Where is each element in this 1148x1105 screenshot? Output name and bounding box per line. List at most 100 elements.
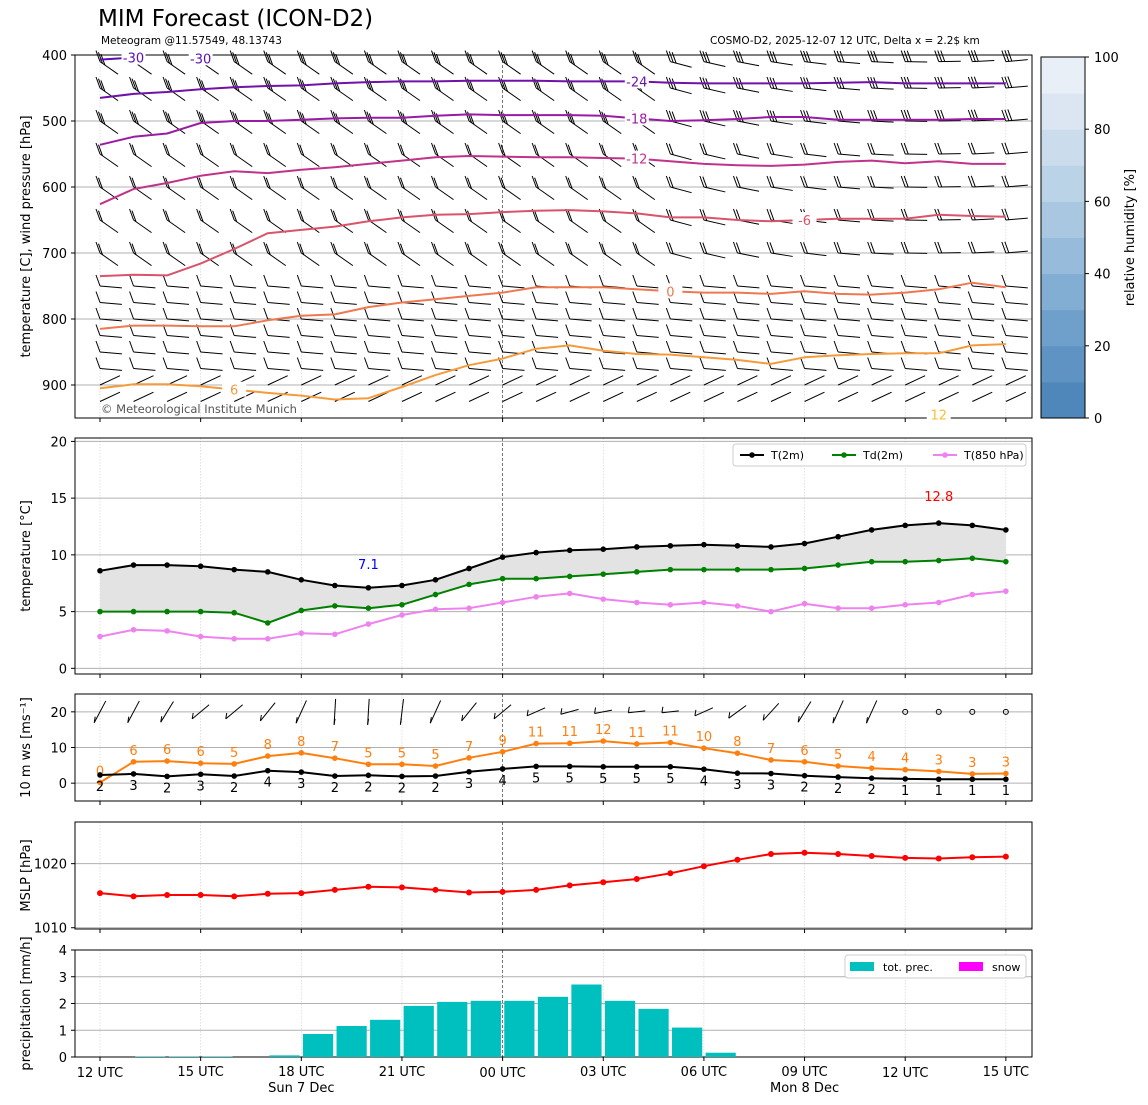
- data-point: [868, 775, 875, 781]
- barb-shaft: [502, 375, 523, 386]
- barb-flag: [363, 357, 369, 369]
- barb-flag: [833, 340, 839, 353]
- wind-barb-icon: [665, 175, 692, 194]
- barb-shaft: [468, 120, 488, 135]
- isotherm-label-bg: [121, 49, 146, 65]
- barb-shaft: [670, 335, 693, 338]
- barb-shaft: [334, 186, 354, 201]
- barb-flag: [229, 241, 235, 254]
- data-point: [399, 761, 405, 768]
- wind-barb-icon: [498, 324, 525, 338]
- wind-barb-icon: [435, 375, 456, 386]
- barb-shaft: [670, 351, 693, 355]
- barb-flag: [970, 50, 976, 62]
- barb-flag: [366, 210, 372, 222]
- barb-flag: [567, 144, 573, 156]
- barb-shaft: [938, 302, 961, 305]
- barb-shaft: [594, 709, 613, 714]
- wind-barb-icon: [632, 307, 659, 322]
- barb-shaft: [167, 351, 190, 355]
- wind-barb-icon: [498, 274, 525, 289]
- calm-wind-icon: [1002, 708, 1009, 715]
- barb-flag: [165, 243, 171, 255]
- wind-barb-icon: [431, 324, 458, 338]
- barb-shaft: [770, 335, 793, 338]
- isotherm-6: [99, 343, 1006, 401]
- barb-flag: [668, 51, 674, 63]
- barb-flag: [934, 307, 940, 320]
- barb-shaft: [435, 351, 458, 355]
- barb-flag: [229, 307, 235, 320]
- wind-barb-icon: [699, 324, 726, 338]
- barb-flag: [299, 144, 305, 156]
- data-point: [868, 558, 875, 565]
- barb-flag: [503, 53, 508, 66]
- barb-flag: [598, 50, 604, 62]
- barb-flag: [531, 340, 537, 353]
- y-axis-label: 10 m ws [ms⁻¹]: [19, 697, 34, 798]
- wind-barb-icon: [401, 375, 423, 386]
- barb-flag: [531, 142, 537, 155]
- data-point: [332, 582, 338, 589]
- wind-barb-icon: [1005, 375, 1027, 386]
- barb-flag: [129, 307, 135, 320]
- barb-shaft: [728, 705, 747, 719]
- wind-barb-icon: [665, 340, 693, 355]
- barb-flag: [367, 718, 370, 725]
- barb-shaft: [93, 700, 107, 723]
- dewpoint-spread-fill: [100, 523, 1006, 623]
- wind-barb-icon: [560, 708, 579, 715]
- barb-shaft: [871, 391, 892, 402]
- barb-shaft: [267, 120, 287, 135]
- barb-shaft: [636, 302, 659, 305]
- barb-shaft: [603, 335, 626, 338]
- barb-flag: [464, 175, 470, 188]
- barb-shaft: [603, 391, 624, 402]
- data-point: [231, 761, 237, 767]
- barb-shaft: [737, 153, 760, 159]
- wind-barb-icon: [833, 274, 861, 289]
- y-tick-label: 20: [50, 435, 67, 450]
- barb-flag: [363, 291, 369, 303]
- barb-shaft: [804, 335, 827, 338]
- barb-flag: [900, 241, 906, 254]
- wind-barb-icon: [363, 175, 387, 201]
- isotherm-label-bg: [624, 110, 649, 126]
- barb-shaft: [133, 318, 156, 322]
- barb-shaft: [200, 219, 219, 234]
- wind-barb-icon: [129, 76, 152, 102]
- legend-label: T(850 hPa): [963, 449, 1024, 462]
- wind-barb-icon: [598, 109, 622, 135]
- barb-flag: [900, 340, 906, 353]
- wind-barb-icon: [934, 357, 961, 371]
- wind-barb-icon: [301, 375, 322, 386]
- barb-shaft: [435, 219, 454, 234]
- data-point: [164, 628, 170, 634]
- barb-flag: [1001, 340, 1007, 353]
- barb-shaft: [905, 335, 928, 338]
- wind-barb-icon: [263, 357, 290, 371]
- wind-barb-icon: [1001, 175, 1028, 188]
- barb-flag: [500, 177, 506, 189]
- wind-barb-icon: [867, 274, 894, 289]
- data-point: [264, 753, 271, 759]
- barb-flag: [565, 142, 571, 155]
- barb-shaft: [401, 61, 421, 75]
- barb-flag: [800, 109, 806, 122]
- x-tick-label: 21 UTC: [379, 1065, 425, 1080]
- wind-barb-icon: [565, 50, 589, 75]
- colorbar-tick-label: 60: [1094, 195, 1111, 210]
- barb-flag: [900, 307, 906, 320]
- barb-flag: [632, 307, 638, 320]
- data-point: [499, 575, 506, 582]
- barb-shaft: [295, 700, 307, 724]
- barb-shaft: [334, 351, 357, 355]
- data-point: [298, 577, 305, 583]
- wind-barb-icon: [397, 324, 424, 338]
- wind-barb-icon: [594, 707, 613, 714]
- data-point: [197, 771, 204, 778]
- barb-shaft: [1005, 217, 1028, 221]
- wind-barb-icon: [934, 241, 961, 254]
- barb-shaft: [972, 351, 995, 355]
